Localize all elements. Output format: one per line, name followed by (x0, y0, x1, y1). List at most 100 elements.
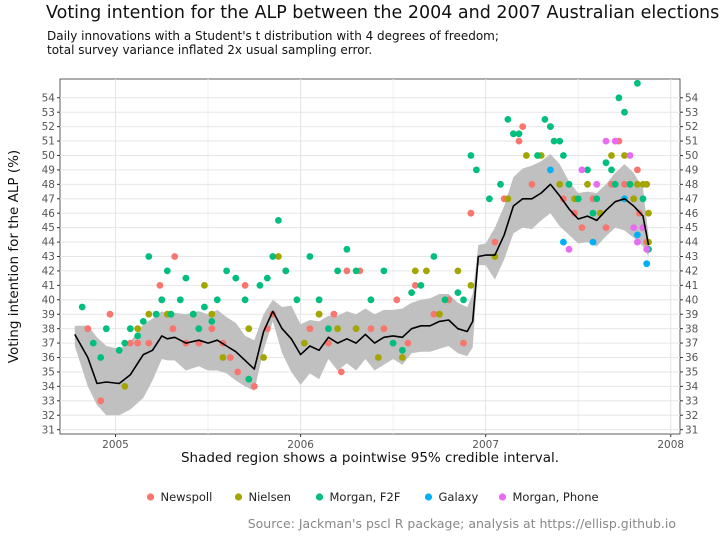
point-nielsen (630, 195, 638, 203)
y-tick-label-right: 33 (685, 395, 698, 407)
point-morgan-f2f (454, 289, 462, 296)
point-newspoll (241, 282, 249, 289)
point-newspoll (621, 180, 628, 188)
point-morgan-f2f (593, 195, 601, 203)
point-morgan-phone (630, 224, 638, 232)
point-morgan-f2f (602, 159, 610, 167)
point-newspoll (404, 339, 412, 347)
point-morgan-f2f (325, 325, 332, 333)
point-morgan-f2f (550, 137, 558, 145)
point-newspoll (634, 166, 641, 174)
point-morgan-phone (643, 245, 651, 253)
point-nielsen (467, 282, 475, 289)
point-newspoll (250, 383, 258, 390)
point-galaxy (547, 166, 554, 174)
point-nielsen (219, 354, 227, 361)
legend-label-morgan-f2f: Morgan, F2F (330, 490, 401, 504)
point-morgan-f2f (541, 116, 549, 123)
point-morgan-f2f (565, 180, 573, 188)
y-tick-label-right: 36 (685, 352, 699, 364)
point-newspoll (126, 339, 134, 347)
y-tick-label-left: 34 (42, 381, 56, 393)
y-tick-label-right: 54 (685, 92, 699, 104)
point-newspoll (330, 310, 338, 318)
point-morgan-f2f (380, 267, 388, 275)
y-tick-label-right: 38 (685, 323, 698, 335)
point-nielsen (245, 325, 253, 333)
point-newspoll (519, 123, 527, 130)
point-newspoll (337, 368, 345, 376)
y-tick-label-right: 52 (685, 121, 698, 133)
point-morgan-phone (626, 152, 634, 159)
point-morgan-f2f (560, 152, 567, 159)
point-galaxy (643, 260, 651, 268)
point-morgan-f2f (115, 346, 123, 354)
point-nielsen (436, 310, 443, 318)
point-newspoll (515, 137, 523, 145)
point-morgan-f2f (615, 94, 623, 102)
point-nielsen (643, 180, 651, 188)
y-tick-label-left: 40 (42, 294, 55, 306)
y-tick-label-left: 50 (42, 150, 55, 162)
point-nielsen (523, 152, 530, 159)
point-galaxy (589, 238, 597, 246)
y-tick-label-left: 47 (42, 193, 55, 205)
chart-subtitle: Daily innovations with a Student's t dis… (47, 29, 499, 57)
point-newspoll (467, 209, 475, 217)
legend-key-newspoll (146, 493, 155, 501)
y-tick-label-right: 45 (685, 222, 698, 234)
point-nielsen (584, 180, 591, 188)
point-newspoll (393, 296, 401, 304)
point-morgan-f2f (515, 130, 523, 138)
point-morgan-phone (565, 245, 573, 253)
point-nielsen (608, 152, 615, 159)
y-tick-label-right: 46 (685, 208, 699, 220)
legend-label-morgan-phone: Morgan, Phone (513, 490, 599, 504)
point-morgan-f2f (334, 267, 341, 275)
x-tick-label: 2005 (102, 439, 129, 451)
chart-caption: Source: Jackman's pscl R package; analys… (247, 516, 676, 531)
y-tick-label-right: 42 (685, 266, 698, 278)
point-nielsen (454, 267, 462, 275)
point-morgan-f2f (126, 325, 134, 333)
credible-interval-band (74, 154, 649, 416)
point-morgan-f2f (245, 375, 253, 383)
point-morgan-f2f (389, 339, 397, 347)
y-tick-label-right: 39 (685, 309, 698, 321)
point-morgan-f2f (399, 346, 406, 354)
point-newspoll (602, 224, 610, 232)
y-tick-label-left: 53 (42, 107, 55, 119)
point-nielsen (334, 325, 341, 333)
point-newspoll (367, 325, 375, 333)
point-galaxy (634, 231, 641, 239)
legend-label-nielsen: Nielsen (249, 490, 291, 504)
point-morgan-f2f (232, 274, 240, 282)
point-nielsen (399, 354, 406, 361)
y-tick-label-left: 45 (42, 222, 55, 234)
y-tick-label-right: 48 (685, 179, 698, 191)
point-newspoll (460, 339, 467, 347)
point-morgan-f2f (430, 253, 438, 260)
y-tick-label-left: 51 (42, 136, 55, 148)
point-nielsen (201, 282, 208, 289)
x-tick-label: 2008 (657, 439, 684, 451)
x-tick-label: 2007 (472, 439, 499, 451)
point-newspoll (169, 325, 177, 333)
point-morgan-f2f (417, 282, 425, 289)
point-morgan-f2f (611, 180, 619, 188)
point-morgan-f2f (534, 152, 541, 159)
point-morgan-phone (602, 137, 610, 145)
point-morgan-f2f (89, 339, 97, 347)
point-morgan-f2f (408, 289, 415, 296)
point-morgan-f2f (121, 339, 129, 347)
point-newspoll (430, 310, 438, 318)
point-galaxy (560, 238, 567, 246)
point-morgan-f2f (241, 296, 249, 304)
point-nielsen (411, 267, 419, 275)
point-morgan-f2f (574, 195, 582, 203)
point-newspoll (171, 253, 179, 260)
point-newspoll (208, 325, 216, 333)
point-morgan-f2f (473, 166, 480, 174)
y-tick-label-right: 34 (685, 381, 699, 393)
point-nielsen (300, 339, 308, 347)
